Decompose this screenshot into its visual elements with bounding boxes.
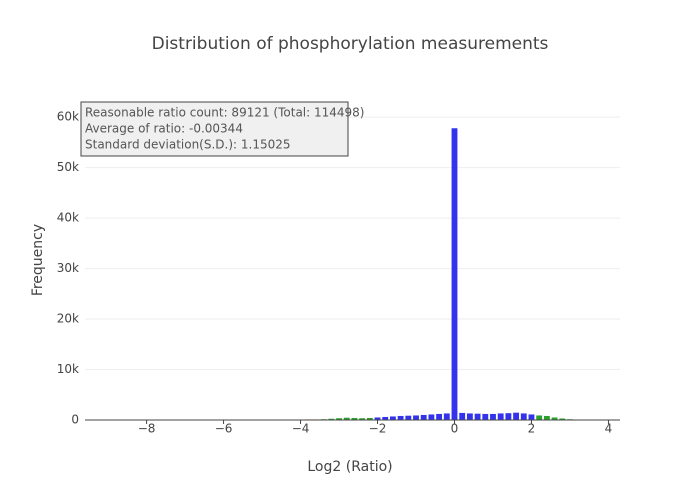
x-tick-label: −4 — [292, 422, 310, 436]
bar — [359, 418, 366, 420]
x-tick-label: −8 — [138, 422, 156, 436]
y-tick-label: 0 — [71, 413, 79, 427]
bar — [336, 418, 342, 420]
axes: 0 10k 20k 30k 40k 50k 60k −8 −6 −4 −2 0 2 4 — [57, 110, 620, 436]
bar — [382, 416, 389, 420]
bar — [466, 413, 473, 420]
bar — [482, 413, 489, 420]
bar — [497, 413, 504, 420]
x-tick-label: 2 — [528, 422, 536, 436]
bar — [520, 413, 527, 420]
y-tick-label: 60k — [57, 110, 79, 124]
bar — [543, 415, 550, 420]
bar — [374, 417, 381, 420]
bar — [443, 413, 450, 420]
bar — [474, 413, 481, 420]
x-tick-label: 4 — [605, 422, 613, 436]
bar — [397, 415, 404, 420]
y-tick-label: 40k — [57, 211, 79, 225]
bar — [490, 413, 496, 420]
bar — [351, 417, 358, 420]
bar — [459, 412, 466, 420]
y-tick-label: 30k — [57, 261, 79, 275]
bar — [328, 418, 335, 420]
x-axis-title: Log2 (Ratio) — [307, 459, 392, 475]
bar — [536, 415, 543, 420]
bar — [559, 418, 566, 420]
bar — [405, 415, 412, 420]
annotation: Reasonable ratio count: 89121 (Total: 11… — [80, 101, 364, 157]
bar — [428, 414, 435, 420]
x-tick-label: 0 — [451, 422, 459, 436]
annotation-line: Reasonable ratio count: 89121 (Total: 11… — [85, 106, 364, 120]
bars — [105, 128, 612, 420]
annotation-box — [80, 101, 349, 157]
annotation-line: Average of ratio: -0.00344 — [85, 122, 243, 136]
y-tick-label: 20k — [57, 312, 79, 326]
x-tick-label: −2 — [369, 422, 387, 436]
bar — [436, 413, 443, 420]
bar — [451, 128, 458, 420]
bar — [366, 417, 373, 420]
bar — [420, 414, 427, 420]
bar — [513, 412, 520, 420]
x-tick-label: −6 — [215, 422, 233, 436]
bar — [505, 413, 512, 420]
bar — [389, 416, 396, 420]
bar — [343, 417, 350, 420]
y-tick-label: 50k — [57, 160, 79, 174]
chart-title: Distribution of phosphorylation measurem… — [152, 34, 549, 54]
annotation-line: Standard deviation(S.D.): 1.15025 — [85, 138, 291, 152]
bar — [413, 415, 419, 420]
y-tick-label: 10k — [57, 362, 79, 376]
grid — [85, 116, 620, 421]
y-axis-title: Frequency — [30, 224, 46, 296]
bar — [528, 414, 535, 420]
bar — [551, 417, 558, 420]
